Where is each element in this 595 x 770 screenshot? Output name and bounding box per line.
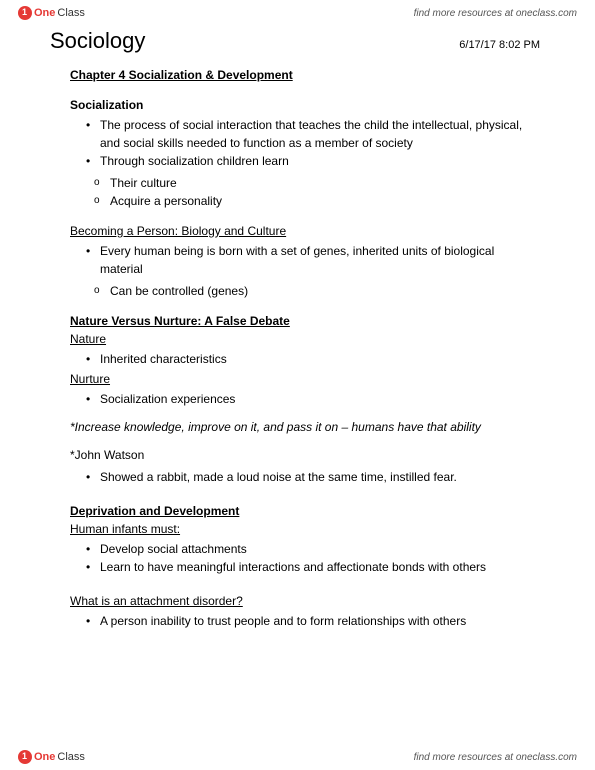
list-item: Socialization experiences [100,390,540,408]
deprivation-sub: Human infants must: [70,522,540,536]
list-item: Showed a rabbit, made a loud noise at th… [100,468,540,486]
socialization-sublist: Their culture Acquire a personality [70,174,540,210]
nurture-list: Socialization experiences [70,390,540,408]
logo-icon [18,750,32,764]
chapter-title: Chapter 4 Socialization & Development [70,68,540,82]
heading-deprivation: Deprivation and Development [70,504,540,518]
logo-one: One [34,751,55,763]
nurture-label: Nurture [70,372,540,386]
attachment-list: A person inability to trust people and t… [70,612,540,630]
watson-list: Showed a rabbit, made a loud noise at th… [70,468,540,486]
logo-class: Class [57,7,85,19]
list-item: A person inability to trust people and t… [100,612,540,630]
list-item: Their culture [110,174,540,192]
header-bar: OneClass find more resources at oneclass… [0,0,595,22]
italic-note: *Increase knowledge, improve on it, and … [70,418,540,436]
document-content: Sociology 6/17/17 8:02 PM Chapter 4 Soci… [0,22,595,630]
timestamp: 6/17/17 8:02 PM [459,39,540,51]
heading-becoming: Becoming a Person: Biology and Culture [70,224,540,238]
logo-icon [18,6,32,20]
nature-list: Inherited characteristics [70,350,540,368]
becoming-list: Every human being is born with a set of … [70,242,540,278]
watson-label: *John Watson [70,446,540,464]
list-item: Acquire a personality [110,192,540,210]
becoming-sublist: Can be controlled (genes) [70,282,540,300]
logo-class: Class [57,751,85,763]
brand-logo: OneClass [18,6,85,20]
list-item: Can be controlled (genes) [110,282,540,300]
header-tagline: find more resources at oneclass.com [414,8,577,19]
heading-nvn: Nature Versus Nurture: A False Debate [70,314,540,328]
footer-bar: OneClass find more resources at oneclass… [0,746,595,770]
title-row: Sociology 6/17/17 8:02 PM [50,28,540,54]
heading-attachment: What is an attachment disorder? [70,594,540,608]
heading-socialization: Socialization [70,98,540,112]
nature-label: Nature [70,332,540,346]
logo-one: One [34,7,55,19]
page-title: Sociology [50,28,145,54]
list-item: Inherited characteristics [100,350,540,368]
list-item: Through socialization children learn [100,152,540,170]
list-item: Learn to have meaningful interactions an… [100,558,540,576]
footer-tagline: find more resources at oneclass.com [414,752,577,763]
list-item: Develop social attachments [100,540,540,558]
deprivation-list: Develop social attachments Learn to have… [70,540,540,576]
list-item: The process of social interaction that t… [100,116,540,152]
socialization-list: The process of social interaction that t… [70,116,540,170]
list-item: Every human being is born with a set of … [100,242,540,278]
brand-logo-footer: OneClass [18,750,85,764]
